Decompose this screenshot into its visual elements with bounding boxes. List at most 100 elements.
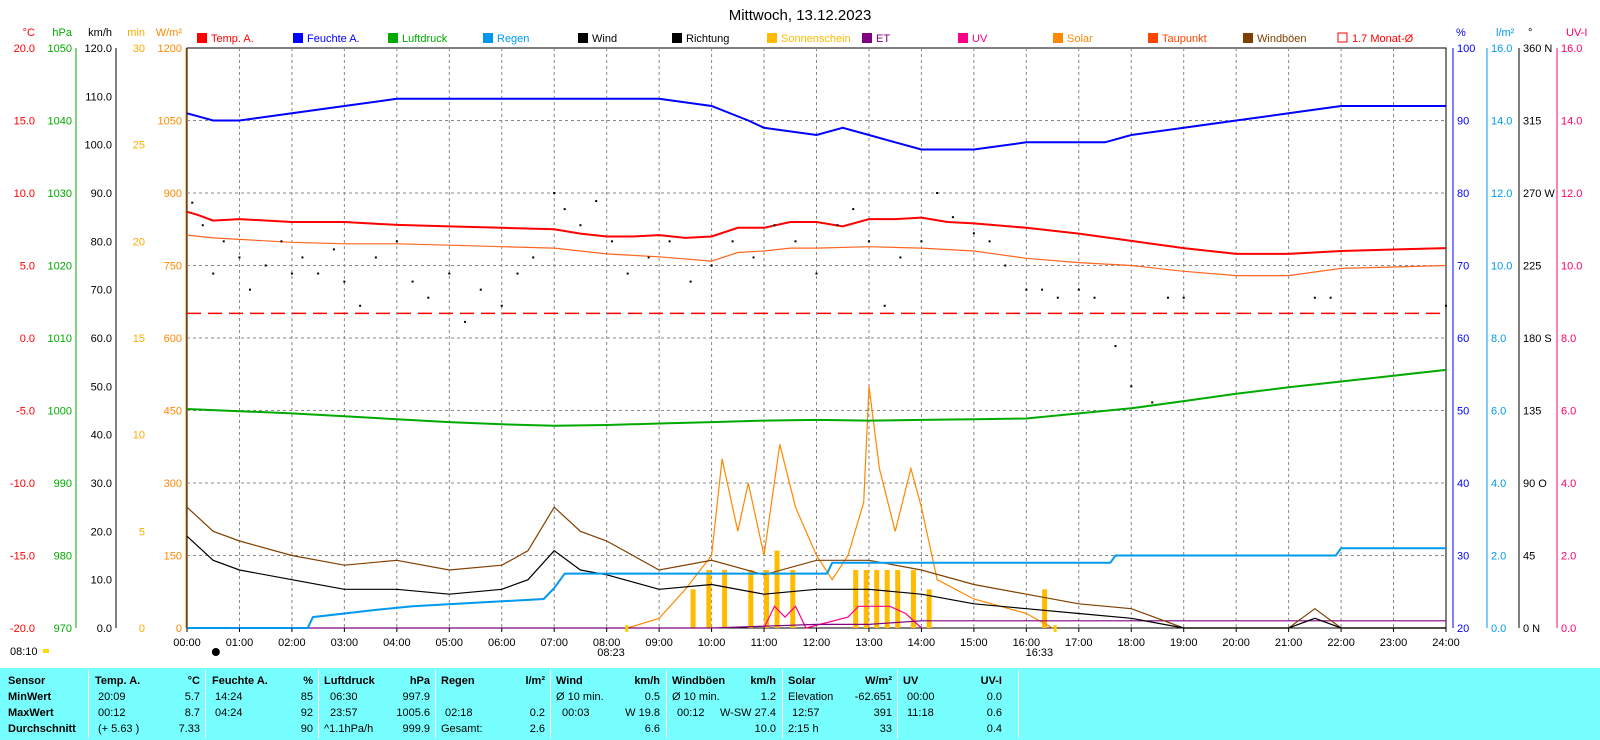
series-line-feuchte-a (186, 97, 1446, 151)
axis-tick-label: 14.0 (1561, 116, 1582, 128)
stats-panel: Sensor Temp. A. °C Feuchte A. % Luftdruc… (0, 668, 1600, 740)
legend-label: Taupunkt (1162, 33, 1207, 45)
sunshine-bar (853, 570, 859, 628)
direction-point (883, 304, 886, 307)
direction-point (647, 256, 650, 259)
axis-tick-label: 360 N (1523, 43, 1552, 55)
axis-tick-label: 990 (54, 478, 72, 490)
direction-point (332, 248, 335, 251)
stats-min-uv: 0.0 (986, 691, 1002, 703)
sunshine-bar (790, 570, 796, 628)
x-tick-label: 07:00 (540, 637, 568, 649)
x-tick-label: 17:00 (1065, 637, 1093, 649)
axis-tick-label: 10.0 (91, 575, 112, 587)
axis-tick-label: 2.0 (1561, 551, 1576, 563)
x-tick-label: 18:00 (1117, 637, 1145, 649)
sunshine-bar (706, 570, 712, 628)
series-line-uv (763, 605, 922, 629)
stats-max-gust: W-SW 27.4 (719, 707, 776, 719)
direction-point (988, 240, 991, 243)
direction-point (920, 240, 923, 243)
axis-tick-label: 970 (54, 623, 72, 635)
axis-unit-left: min (127, 27, 145, 39)
legend-label: Solar (1067, 33, 1093, 45)
direction-point (248, 288, 251, 291)
direction-point (1077, 288, 1080, 291)
stats-avg-gust: 10.0 (754, 723, 776, 735)
axis-tick-label: 0 (139, 623, 145, 635)
stats-row-avg-label: Durchschnitt (8, 723, 76, 735)
legend-label: 1.7 Monat-Ø (1352, 33, 1414, 45)
stats-avg-rain: 2.6 (529, 723, 545, 735)
stats-min-wind-time: Ø 10 min. (556, 691, 604, 703)
series-line-et (187, 620, 1446, 629)
x-tick-label: 08:00 (593, 637, 621, 649)
stats-max-hum: 92 (300, 707, 313, 719)
axis-tick-label: 14.0 (1491, 116, 1512, 128)
left-axes: °C 20.0 15.0 10.0 5.0 0.0 -5.0 -10.0 -15.0 -20.0 h… (10, 27, 187, 635)
stats-header-solar: Solar (788, 675, 816, 687)
stats-min-hum-time: 14:24 (215, 691, 243, 703)
stats-min-temp: 5.7 (184, 691, 200, 703)
x-tick-label: 20:00 (1222, 637, 1250, 649)
direction-point (867, 240, 870, 243)
axis-tick-label: 5.0 (20, 261, 35, 273)
legend-label: Windböen (1257, 33, 1307, 45)
direction-point (448, 272, 451, 275)
direction-point (668, 240, 671, 243)
axis-tick-label: 1050 (158, 116, 182, 128)
axis-tick-label: 45 (1523, 551, 1535, 563)
sunshine-bar (874, 570, 880, 628)
legend-label: ET (876, 33, 890, 45)
stats-header-temp-unit: °C (187, 675, 200, 687)
axis-tick-label: -5.0 (16, 406, 35, 418)
direction-point (579, 224, 582, 227)
axis-tick-label: 25 (133, 140, 145, 152)
stats-min-solar-time: Elevation (788, 691, 834, 703)
stats-avg-temp-time: (+ 5.63 ) (98, 723, 140, 735)
axis-tick-label: -20.0 (10, 623, 35, 635)
direction-point (343, 280, 346, 283)
sunset-label: 16:33 (1026, 647, 1054, 659)
axis-tick-label: 15.0 (14, 116, 35, 128)
stats-max-solar-time: 12:57 (792, 707, 820, 719)
stats-min-gust: 1.2 (760, 691, 776, 703)
axis-tick-label: 30 (133, 43, 145, 55)
axis-tick-label: 1040 (48, 116, 72, 128)
x-tick-label: 00:00 (173, 637, 201, 649)
direction-point (290, 272, 293, 275)
direction-point (191, 201, 194, 204)
x-tick-label: 02:00 (278, 637, 306, 649)
axis-tick-label: 100.0 (84, 140, 112, 152)
legend-swatch (483, 33, 493, 43)
direction-point (1130, 385, 1133, 388)
direction-point (1151, 401, 1154, 404)
stats-avg-solar: 33 (879, 723, 892, 735)
axis-tick-label: 5 (139, 526, 145, 538)
stats-min-press-time: 06:30 (330, 691, 358, 703)
axis-tick-label: 30.0 (91, 478, 112, 490)
axis-unit-left: °C (23, 27, 35, 39)
direction-point (280, 240, 283, 243)
axis-tick-label: 12.0 (1561, 188, 1582, 200)
axis-tick-label: 270 W (1523, 188, 1555, 200)
x-tick-label: 09:00 (645, 637, 673, 649)
stats-header-uv-unit: UV-I (980, 675, 1002, 687)
stats-min-gust-time: Ø 10 min. (672, 691, 720, 703)
sunshine-bar (722, 570, 728, 628)
stats-max-press: 1005.6 (396, 707, 430, 719)
direction-point (1004, 264, 1007, 267)
series-line-taupunkt (186, 234, 1447, 277)
axis-tick-label: 120.0 (84, 43, 112, 55)
direction-point (936, 192, 939, 194)
sunshine-bar (895, 570, 901, 628)
direction-point (464, 320, 467, 323)
x-tick-label: 03:00 (331, 637, 359, 649)
direction-point (317, 272, 320, 275)
stats-header-gust-unit: km/h (750, 675, 776, 687)
axis-tick-label: 20 (1457, 623, 1469, 635)
direction-point (1114, 345, 1117, 348)
stats-avg-temp: 7.33 (178, 723, 200, 735)
stats-header-press-unit: hPa (409, 675, 430, 687)
x-tick-label: 11:00 (751, 637, 778, 649)
